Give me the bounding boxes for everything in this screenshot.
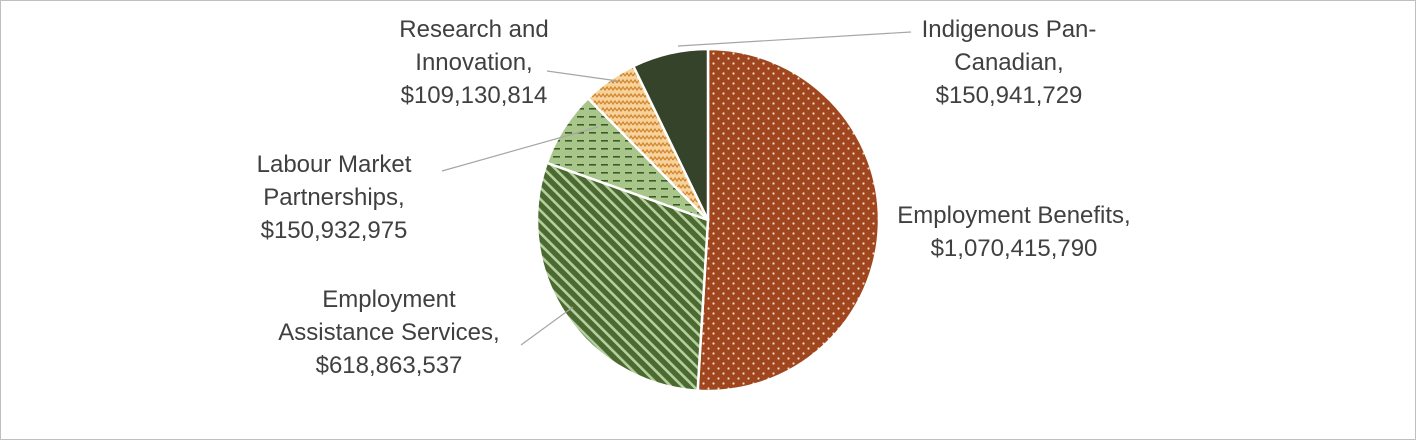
- data-label-4: Indigenous Pan- Canadian, $150,941,729: [922, 16, 1097, 109]
- data-label-3-line-1: Innovation,: [415, 49, 532, 76]
- data-label-0: Employment Benefits, $1,070,415,790: [897, 202, 1130, 262]
- pie-slice-1: [535, 161, 710, 392]
- data-label-2-line-2: $150,932,975: [261, 217, 408, 244]
- data-label-2: Labour Market Partnerships, $150,932,975: [257, 151, 412, 244]
- leader-line-1: [520, 306, 574, 346]
- data-label-2-line-1: Partnerships,: [263, 184, 404, 211]
- data-label-1-line-1: Assistance Services,: [278, 319, 499, 346]
- data-label-2-line-0: Labour Market: [257, 151, 412, 178]
- data-label-3-line-0: Research and: [399, 16, 548, 43]
- data-label-0-line-0: Employment Benefits,: [897, 202, 1130, 229]
- data-label-1-line-2: $618,863,537: [316, 352, 463, 379]
- data-label-4-line-2: $150,941,729: [936, 82, 1083, 109]
- data-label-3: Research and Innovation, $109,130,814: [399, 16, 548, 109]
- data-label-3-line-2: $109,130,814: [401, 82, 548, 109]
- data-label-1: Employment Assistance Services, $618,863,5…: [278, 286, 499, 379]
- pie-slice-4: [632, 47, 710, 222]
- data-label-0-line-1: $1,070,415,790: [931, 235, 1098, 262]
- leader-line-2: [441, 126, 599, 172]
- leader-line-4: [677, 31, 912, 47]
- data-label-1-line-0: Employment: [322, 286, 456, 313]
- data-label-4-line-1: Canadian,: [954, 49, 1063, 76]
- data-label-4-line-0: Indigenous Pan-: [922, 16, 1097, 43]
- leader-line-3: [546, 70, 619, 82]
- pie-slice-0: [696, 47, 881, 393]
